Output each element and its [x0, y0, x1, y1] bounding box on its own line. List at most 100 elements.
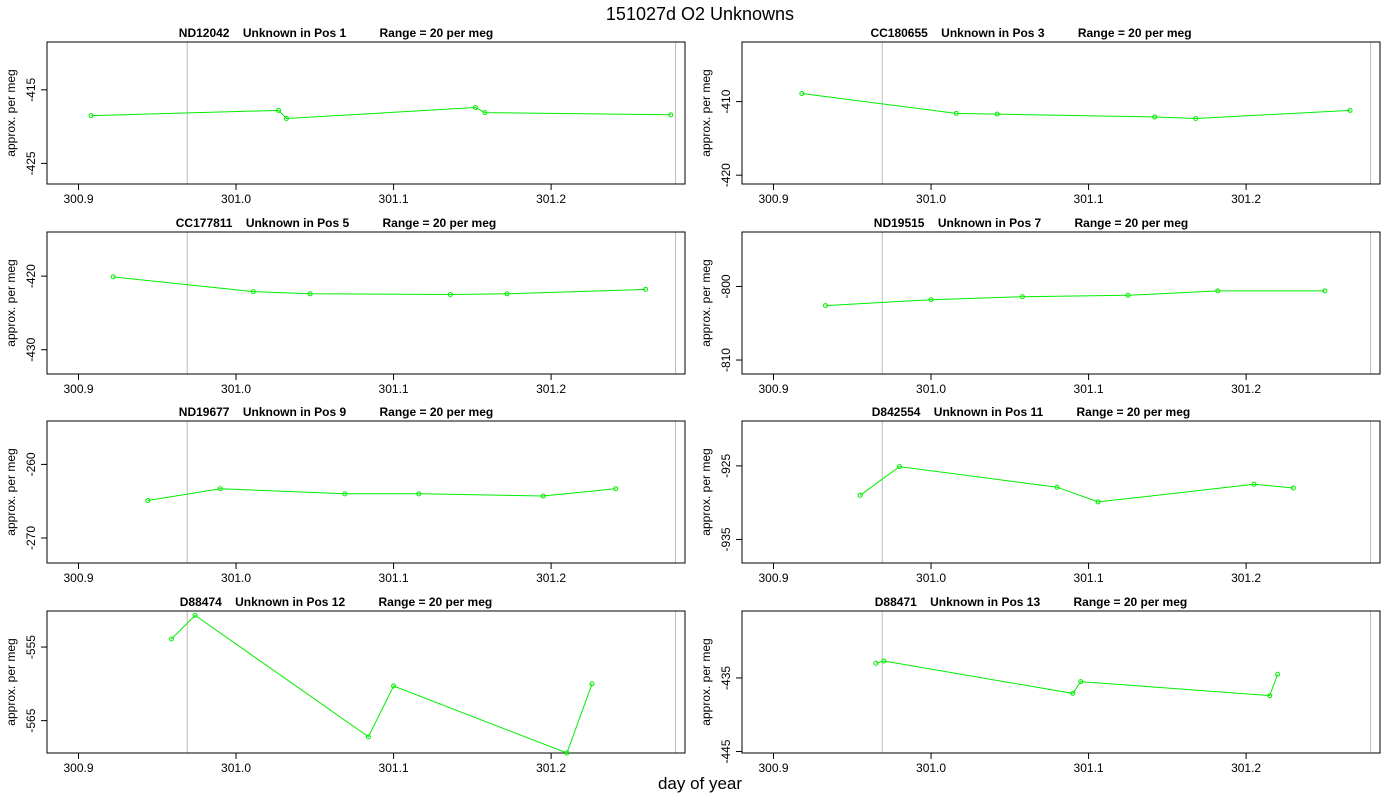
subplot-title: D88471 Unknown in Pos 13 Range = 20 per …	[875, 595, 1187, 609]
data-point	[88, 113, 94, 119]
data-point	[1290, 485, 1296, 491]
x-tick-label: 300.9	[758, 761, 788, 775]
subplot-title: D842554 Unknown in Pos 11 Range = 20 per…	[872, 405, 1190, 419]
series-line	[147, 488, 616, 501]
x-tick-label: 300.9	[758, 192, 788, 206]
y-tick-label: -430	[24, 337, 38, 361]
subplot: CC180655 Unknown in Pos 3 Range = 20 per…	[699, 26, 1381, 206]
y-tick-label: -810	[719, 348, 733, 372]
x-tick-label: 301.2	[1231, 571, 1261, 585]
data-point	[365, 734, 371, 740]
data-point	[643, 286, 649, 292]
x-tick-label: 300.9	[758, 571, 788, 585]
data-point	[1054, 484, 1060, 490]
data-point	[857, 492, 863, 498]
data-point	[283, 116, 289, 122]
y-axis-label: approx. per meg	[699, 259, 713, 346]
data-point	[168, 636, 174, 642]
subplot: D88474 Unknown in Pos 12 Range = 20 per …	[4, 595, 686, 775]
subplot-title: ND12042 Unknown in Pos 1 Range = 20 per …	[179, 26, 493, 40]
y-tick-label: -925	[719, 454, 733, 478]
x-tick-label: 301.2	[536, 382, 566, 396]
x-tick-label: 301.2	[1231, 761, 1261, 775]
data-point	[1078, 679, 1084, 685]
data-point	[1215, 288, 1221, 294]
subplot-title: CC180655 Unknown in Pos 3 Range = 20 per…	[870, 26, 1191, 40]
data-point	[1019, 294, 1025, 300]
subplot: ND19515 Unknown in Pos 7 Range = 20 per …	[699, 216, 1381, 396]
x-tick-label: 301.1	[379, 761, 409, 775]
x-tick-label: 300.9	[758, 382, 788, 396]
x-tick-label: 301.1	[1074, 382, 1104, 396]
data-point	[447, 292, 453, 298]
data-point	[928, 297, 934, 303]
subplot: ND19677 Unknown in Pos 9 Range = 20 per …	[4, 405, 686, 585]
y-axis-label: approx. per meg	[699, 69, 713, 156]
data-point	[504, 291, 510, 297]
series-line	[825, 290, 1325, 307]
data-point	[1070, 690, 1076, 696]
y-axis-label: approx. per meg	[699, 638, 713, 725]
x-tick-label: 301.2	[536, 192, 566, 206]
plot-frame	[46, 231, 686, 375]
x-tick-label: 301.0	[916, 571, 946, 585]
data-point	[307, 291, 313, 297]
subplot-title: ND19515 Unknown in Pos 7 Range = 20 per …	[874, 216, 1188, 230]
x-tick-label: 300.9	[63, 382, 93, 396]
data-point	[953, 110, 959, 116]
y-tick-label: -415	[24, 77, 38, 101]
x-tick-label: 301.1	[379, 192, 409, 206]
x-tick-label: 301.0	[221, 571, 251, 585]
x-tick-label: 301.1	[379, 382, 409, 396]
plot-frame	[741, 420, 1381, 564]
data-point	[250, 289, 256, 295]
x-axis-label: day of year	[657, 774, 743, 793]
y-axis-label: approx. per meg	[699, 448, 713, 535]
data-point	[1322, 288, 1328, 294]
y-tick-label: -435	[719, 666, 733, 690]
data-point	[472, 104, 478, 110]
subplot: D88471 Unknown in Pos 13 Range = 20 per …	[699, 595, 1381, 775]
data-point	[881, 658, 887, 664]
y-tick-label: -420	[24, 264, 38, 288]
data-point	[897, 464, 903, 470]
data-point	[668, 112, 674, 118]
series-line	[801, 93, 1351, 120]
x-tick-label: 300.9	[63, 192, 93, 206]
x-tick-label: 301.1	[1074, 192, 1104, 206]
y-tick-label: -425	[24, 151, 38, 175]
y-tick-label: -420	[719, 163, 733, 187]
data-point	[1125, 292, 1131, 298]
y-tick-label: -565	[24, 708, 38, 732]
y-tick-label: -270	[24, 526, 38, 550]
data-point	[276, 107, 282, 113]
y-tick-label: -935	[719, 527, 733, 551]
series-line	[113, 276, 646, 296]
data-point	[540, 493, 546, 499]
plot-frame	[741, 610, 1381, 754]
data-point	[564, 750, 570, 756]
plot-frame	[741, 231, 1381, 375]
data-point	[145, 497, 151, 503]
subplot: ND12042 Unknown in Pos 1 Range = 20 per …	[4, 26, 686, 206]
x-tick-label: 300.9	[63, 571, 93, 585]
subplot: D842554 Unknown in Pos 11 Range = 20 per…	[699, 405, 1381, 585]
data-point	[613, 486, 619, 492]
subplot-title: D88474 Unknown in Pos 12 Range = 20 per …	[180, 595, 492, 609]
plot-frame	[46, 420, 686, 564]
series-line	[171, 614, 593, 754]
data-point	[1251, 481, 1257, 487]
y-tick-label: -260	[24, 452, 38, 476]
x-tick-label: 301.0	[221, 192, 251, 206]
data-point	[1152, 114, 1158, 120]
data-point	[217, 486, 223, 492]
data-point	[589, 681, 595, 687]
data-point	[416, 491, 422, 497]
y-tick-label: -445	[719, 739, 733, 763]
data-point	[799, 91, 805, 97]
x-tick-label: 301.0	[916, 761, 946, 775]
data-point	[873, 660, 879, 666]
x-tick-label: 301.0	[916, 382, 946, 396]
data-point	[391, 683, 397, 689]
